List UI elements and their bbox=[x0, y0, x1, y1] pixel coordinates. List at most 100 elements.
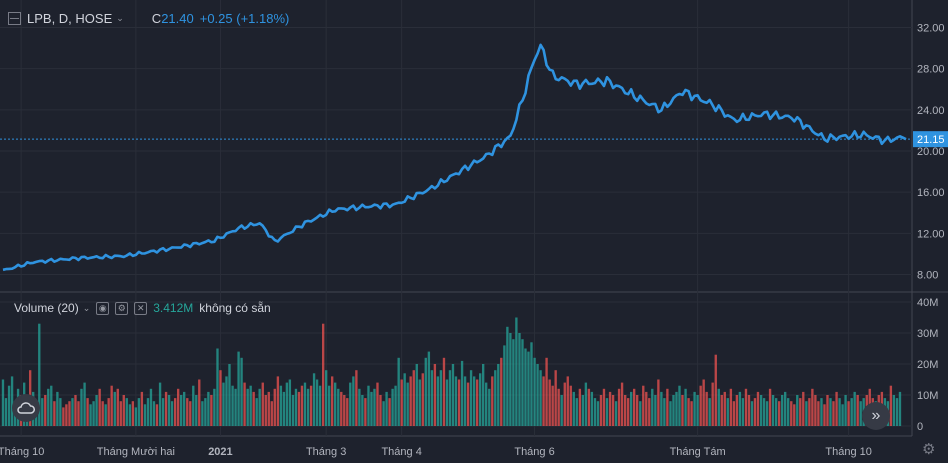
volume-bar bbox=[457, 379, 461, 426]
volume-bar bbox=[89, 404, 92, 426]
volume-bar bbox=[59, 398, 62, 426]
volume-bar bbox=[617, 388, 621, 426]
volume-bar bbox=[611, 395, 615, 426]
symbol-label[interactable]: LPB, D, HOSE bbox=[27, 11, 113, 26]
volume-bar bbox=[234, 388, 237, 426]
volume-bar bbox=[309, 385, 313, 426]
volume-bar bbox=[460, 360, 464, 426]
volume-bar bbox=[47, 388, 50, 426]
volume-bar bbox=[548, 379, 551, 426]
volume-bar bbox=[602, 388, 606, 426]
volume-tick-label: 10M bbox=[917, 390, 938, 402]
volume-bar bbox=[436, 376, 440, 426]
volume-bar bbox=[349, 382, 352, 426]
volume-bar bbox=[161, 398, 165, 426]
volume-bar bbox=[817, 401, 820, 426]
volume-bar bbox=[4, 398, 8, 426]
double-chevron-right-icon[interactable]: » bbox=[862, 402, 890, 430]
volume-bar bbox=[614, 401, 618, 426]
volume-status: không có sẵn bbox=[199, 301, 271, 315]
volume-bar bbox=[476, 379, 479, 426]
volume-bar bbox=[62, 407, 65, 426]
volume-bar bbox=[699, 385, 702, 426]
volume-bar bbox=[306, 388, 310, 426]
volume-bar bbox=[533, 357, 536, 426]
volume-bar bbox=[385, 391, 388, 426]
volume-bar bbox=[146, 398, 150, 426]
volume-bar bbox=[149, 388, 153, 426]
volume-bar bbox=[331, 376, 334, 426]
volume-bar bbox=[140, 391, 144, 426]
volume-bar bbox=[445, 379, 449, 426]
volume-bar bbox=[500, 357, 503, 426]
volume-bar bbox=[560, 395, 563, 426]
volume-bar bbox=[814, 395, 817, 426]
volume-bar bbox=[454, 376, 458, 426]
volume-bar bbox=[542, 376, 545, 426]
volume-bar bbox=[506, 326, 509, 426]
volume-bar bbox=[116, 388, 119, 426]
gear-icon[interactable]: ⚙ bbox=[922, 441, 936, 458]
cloud-icon[interactable] bbox=[12, 394, 40, 422]
volume-bar bbox=[125, 398, 128, 426]
volume-bar bbox=[802, 391, 805, 426]
volume-bar bbox=[627, 398, 630, 426]
time-tick-label: Tháng 10 bbox=[0, 446, 44, 458]
volume-bar bbox=[406, 382, 409, 426]
price-tick-label: 12.00 bbox=[917, 228, 945, 240]
volume-bar bbox=[497, 364, 500, 426]
volume-bar bbox=[415, 364, 418, 426]
volume-bar bbox=[796, 395, 799, 426]
volume-bar bbox=[110, 385, 113, 426]
volume-bar bbox=[294, 388, 298, 426]
volume-bar bbox=[228, 364, 231, 426]
volume-bar bbox=[409, 376, 412, 426]
volume-bar bbox=[177, 388, 180, 426]
last-price-label: 21.15 bbox=[917, 134, 945, 146]
volume-bar bbox=[648, 398, 651, 426]
volume-bar bbox=[717, 388, 720, 426]
volume-bar bbox=[131, 401, 135, 426]
volume-title[interactable]: Volume (20) bbox=[14, 301, 79, 315]
volume-bar bbox=[186, 398, 189, 426]
gear-icon[interactable]: ⚙ bbox=[115, 301, 129, 315]
eye-icon[interactable]: ◉ bbox=[96, 301, 110, 315]
volume-bar bbox=[65, 404, 68, 426]
volume-bar bbox=[98, 388, 101, 426]
volume-bar bbox=[376, 382, 379, 426]
volume-bar bbox=[485, 382, 488, 426]
volume-bar bbox=[53, 401, 56, 426]
close-value: 21.40 bbox=[161, 11, 194, 26]
volume-bar bbox=[624, 395, 627, 426]
volume-bar bbox=[44, 395, 47, 426]
volume-bar bbox=[448, 370, 452, 426]
volume-bar bbox=[41, 398, 44, 426]
close-icon[interactable]: ✕ bbox=[134, 301, 148, 315]
time-tick-label: Tháng 10 bbox=[825, 446, 871, 458]
chevron-down-icon[interactable]: ⌄ bbox=[116, 13, 124, 23]
volume-bar bbox=[720, 395, 723, 426]
symbol-legend[interactable]: LPB, D, HOSE ⌄ C21.40 +0.25 (+1.18%) bbox=[8, 11, 289, 26]
volume-bar bbox=[693, 391, 696, 426]
volume-bar bbox=[291, 395, 295, 426]
chart-square-icon[interactable] bbox=[8, 12, 21, 25]
volume-bar bbox=[77, 401, 80, 426]
volume-bar bbox=[107, 398, 110, 426]
volume-bar bbox=[512, 339, 515, 426]
price-tick-label: 8.00 bbox=[917, 270, 938, 282]
volume-bar bbox=[527, 351, 530, 426]
volume-bar bbox=[675, 391, 678, 426]
volume-legend[interactable]: Volume (20) ⌄ ◉ ⚙ ✕ 3.412M không có sẵn bbox=[14, 301, 271, 315]
volume-bar bbox=[469, 370, 473, 426]
volume-bar bbox=[322, 323, 325, 426]
volume-bar bbox=[204, 398, 207, 426]
volume-bar bbox=[152, 401, 156, 426]
volume-bar bbox=[820, 398, 823, 426]
volume-bar bbox=[654, 395, 657, 426]
volume-bar bbox=[71, 398, 74, 426]
volume-bar bbox=[672, 395, 675, 426]
volume-bar bbox=[328, 385, 331, 426]
chevron-down-icon[interactable]: ⌄ bbox=[82, 302, 91, 313]
volume-bar bbox=[850, 398, 853, 426]
